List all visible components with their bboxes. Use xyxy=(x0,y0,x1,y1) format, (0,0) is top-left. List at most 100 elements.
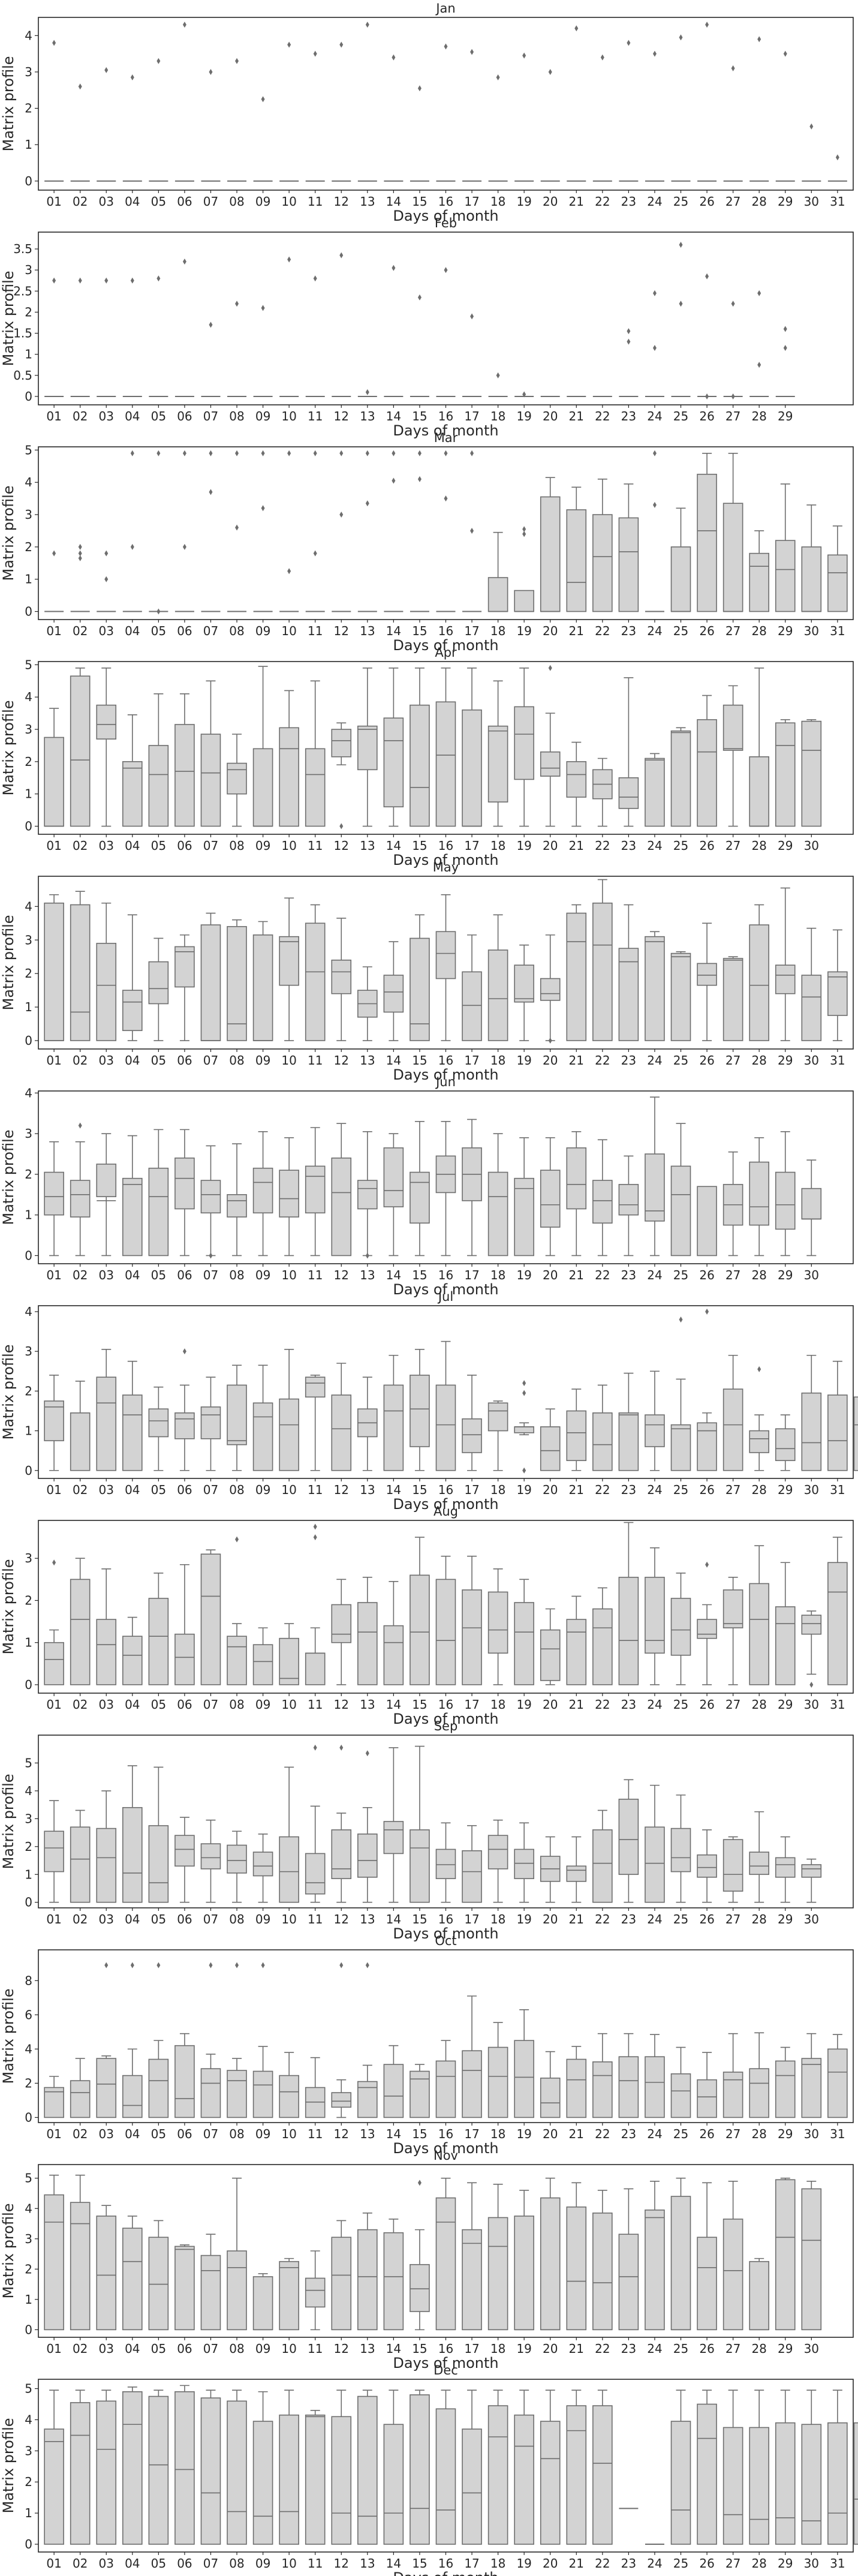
x-tick-label: 06 xyxy=(177,1483,192,1497)
box-body xyxy=(697,719,717,827)
box-body xyxy=(670,2196,691,2331)
x-tick-label: 02 xyxy=(73,2127,88,2141)
box-body xyxy=(645,2056,665,2118)
box-18 xyxy=(487,1819,508,1903)
box-body xyxy=(592,2061,613,2118)
box-17 xyxy=(462,313,482,397)
box-21 xyxy=(566,1836,587,1903)
x-tick-label: 25 xyxy=(673,1483,688,1497)
box-18 xyxy=(487,914,508,1041)
x-tick-label: 08 xyxy=(229,624,244,638)
box-body xyxy=(331,960,352,994)
x-tick-label: 12 xyxy=(334,1912,349,1926)
box-13 xyxy=(357,22,377,182)
box-06 xyxy=(174,2033,195,2118)
x-tick-label: 11 xyxy=(308,194,323,209)
y-tick-label: 2 xyxy=(25,2076,32,2090)
box-body xyxy=(801,2188,822,2331)
x-tick-label: 15 xyxy=(412,1053,427,1068)
x-tick-label: 24 xyxy=(647,1912,662,1926)
y-tick-label: 3 xyxy=(25,507,32,522)
box-20 xyxy=(540,1836,561,1903)
x-tick-label: 09 xyxy=(255,2127,270,2141)
box-body xyxy=(487,2405,508,2545)
box-body xyxy=(357,2229,378,2331)
outlier-point xyxy=(783,50,787,57)
box-07 xyxy=(200,2389,221,2545)
y-tick-label: 3 xyxy=(25,933,32,947)
box-01 xyxy=(44,40,64,182)
outlier-point xyxy=(104,277,109,284)
box-body xyxy=(645,1414,665,1447)
outlier-point xyxy=(365,450,369,456)
box-body xyxy=(514,1177,534,1257)
box-11 xyxy=(305,2410,326,2545)
box-13 xyxy=(357,1131,378,1259)
x-axis-label: Days of month xyxy=(393,852,498,868)
box-body xyxy=(801,1392,822,1471)
box-27 xyxy=(723,300,743,399)
x-tick-label: 18 xyxy=(490,1912,505,1926)
y-tick-label: 4 xyxy=(25,899,32,913)
y-tick-label: 2 xyxy=(25,1167,32,1182)
box-body xyxy=(514,590,534,612)
box-06 xyxy=(174,1817,195,1903)
box-01 xyxy=(44,2174,64,2331)
box-body xyxy=(722,2072,743,2118)
box-body xyxy=(749,1430,769,1453)
box-body xyxy=(252,2276,273,2331)
x-axis-label: Days of month xyxy=(393,422,498,439)
x-tick-label: 04 xyxy=(125,1483,140,1497)
box-05 xyxy=(148,693,169,827)
x-tick-label: 14 xyxy=(386,1697,401,1712)
box-15 xyxy=(410,85,429,182)
y-tick-label: 3 xyxy=(25,722,32,737)
box-body xyxy=(148,745,169,827)
x-axis-label: Days of month xyxy=(393,2140,498,2157)
x-tick-label: 26 xyxy=(699,409,714,423)
x-tick-label: 12 xyxy=(334,624,349,638)
x-tick-label: 11 xyxy=(308,2127,323,2141)
box-body xyxy=(462,2050,482,2118)
outlier-point xyxy=(705,1308,709,1315)
x-tick-label: 02 xyxy=(73,624,88,638)
box-22 xyxy=(592,54,612,182)
box-12 xyxy=(331,2389,352,2545)
box-body xyxy=(697,1422,717,1471)
box-24 xyxy=(645,1370,665,1471)
box-24 xyxy=(645,450,664,612)
y-tick-label: 1 xyxy=(25,572,32,587)
x-tick-label: 01 xyxy=(46,1268,61,1282)
box-body xyxy=(383,2424,404,2545)
outlier-point xyxy=(156,1962,161,1968)
y-tick-label: 2 xyxy=(25,1384,32,1398)
x-tick-label: 03 xyxy=(99,409,114,423)
outlier-point xyxy=(679,34,683,41)
x-tick-label: 13 xyxy=(360,409,375,423)
box-09 xyxy=(253,450,273,612)
x-tick-label: 06 xyxy=(177,624,192,638)
x-tick-label: 03 xyxy=(99,1053,114,1068)
box-body xyxy=(618,1184,639,1216)
outlier-point xyxy=(182,450,186,456)
outlier-point xyxy=(339,252,344,258)
box-body xyxy=(618,1577,639,1685)
box-11 xyxy=(305,680,326,827)
box-body xyxy=(827,2048,848,2118)
box-29 xyxy=(775,1131,796,1257)
box-body xyxy=(96,2216,117,2331)
y-axis-label: Matrix profile xyxy=(0,1774,17,1869)
box-22 xyxy=(592,1809,613,1903)
x-axis-label: Days of month xyxy=(393,208,498,224)
axes-frame xyxy=(38,17,854,191)
box-body xyxy=(462,709,482,827)
box-body xyxy=(279,1170,299,1218)
x-tick-label: 03 xyxy=(99,838,114,853)
box-10 xyxy=(279,2258,299,2331)
box-body xyxy=(566,1865,587,1882)
outlier-point xyxy=(287,450,291,456)
x-tick-label: 28 xyxy=(751,2341,766,2356)
box-24 xyxy=(645,753,665,827)
x-tick-label: 07 xyxy=(203,1268,218,1282)
